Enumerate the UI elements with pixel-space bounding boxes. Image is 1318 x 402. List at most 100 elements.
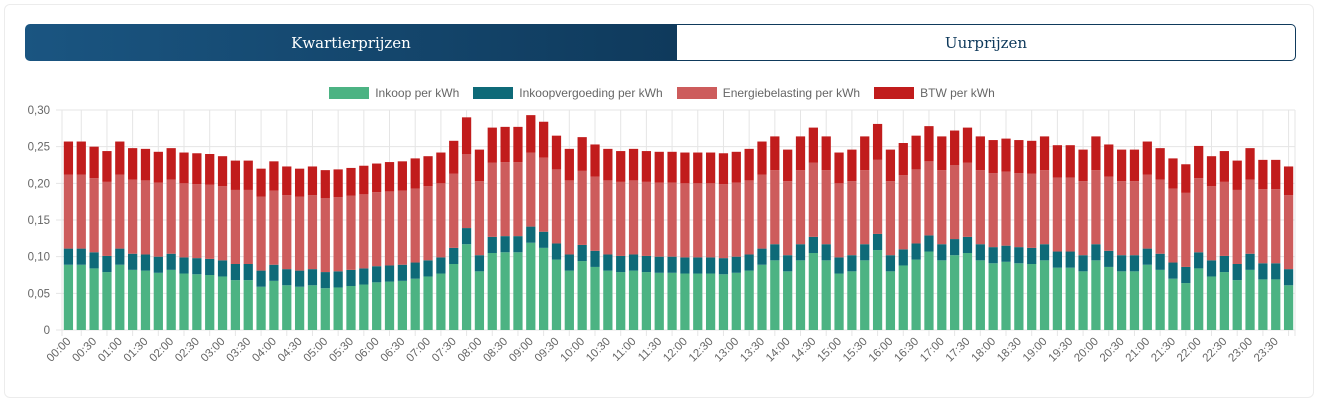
bar-segment-energiebelasting-per-kwh[interactable] [783,181,793,256]
bar-segment-energiebelasting-per-kwh[interactable] [795,170,806,245]
bar-segment-inkoopvergoeding-per-kwh[interactable] [1219,255,1229,273]
bar-segment-inkoop-per-kwh[interactable] [115,264,125,330]
bar-segment-inkoopvergoeding-per-kwh[interactable] [500,236,510,253]
bar-segment-btw-per-kwh[interactable] [975,136,985,171]
bar-segment-btw-per-kwh[interactable] [564,148,574,181]
bar-segment-btw-per-kwh[interactable] [372,163,382,193]
bar-segment-inkoopvergoeding-per-kwh[interactable] [461,228,472,245]
bar-segment-btw-per-kwh[interactable] [1001,138,1011,172]
bar-segment-inkoopvergoeding-per-kwh[interactable] [269,264,279,281]
bar-segment-btw-per-kwh[interactable] [89,146,99,179]
bar-segment-energiebelasting-per-kwh[interactable] [500,162,510,237]
bar-segment-btw-per-kwh[interactable] [307,166,318,196]
bar-segment-inkoop-per-kwh[interactable] [1155,269,1165,330]
bar-segment-energiebelasting-per-kwh[interactable] [1091,170,1101,245]
bar-segment-energiebelasting-per-kwh[interactable] [821,170,831,245]
bar-segment-inkoop-per-kwh[interactable] [718,274,729,330]
bar-segment-btw-per-kwh[interactable] [654,151,664,183]
bar-segment-inkoop-per-kwh[interactable] [1181,283,1191,330]
bar-segment-inkoop-per-kwh[interactable] [436,273,446,330]
bar-segment-inkoop-per-kwh[interactable] [1104,266,1114,330]
bar-segment-inkoopvergoeding-per-kwh[interactable] [333,271,343,288]
bar-segment-energiebelasting-per-kwh[interactable] [628,180,639,255]
bar-segment-energiebelasting-per-kwh[interactable] [1283,195,1294,270]
bar-segment-inkoopvergoeding-per-kwh[interactable] [1027,247,1037,264]
bar-segment-btw-per-kwh[interactable] [474,149,485,182]
bar-segment-inkoop-per-kwh[interactable] [294,286,305,330]
bar-segment-inkoopvergoeding-per-kwh[interactable] [603,254,613,271]
bar-segment-inkoopvergoeding-per-kwh[interactable] [423,260,433,277]
bar-segment-inkoop-per-kwh[interactable] [937,260,947,330]
bar-segment-inkoopvergoeding-per-kwh[interactable] [128,253,138,270]
bar-segment-energiebelasting-per-kwh[interactable] [911,169,921,244]
bar-segment-btw-per-kwh[interactable] [551,135,562,170]
bar-segment-inkoop-per-kwh[interactable] [513,252,523,330]
bar-segment-energiebelasting-per-kwh[interactable] [217,186,228,261]
bar-segment-inkoopvergoeding-per-kwh[interactable] [243,264,253,281]
bar-segment-btw-per-kwh[interactable] [834,152,844,184]
bar-segment-energiebelasting-per-kwh[interactable] [346,195,356,270]
bar-segment-btw-per-kwh[interactable] [410,158,420,189]
bar-segment-energiebelasting-per-kwh[interactable] [63,174,74,249]
bar-segment-btw-per-kwh[interactable] [140,148,151,181]
bar-segment-energiebelasting-per-kwh[interactable] [770,170,780,245]
bar-segment-inkoopvergoeding-per-kwh[interactable] [230,264,241,281]
bar-segment-inkoop-per-kwh[interactable] [988,263,998,330]
bar-segment-inkoop-per-kwh[interactable] [641,272,652,330]
bar-segment-inkoopvergoeding-per-kwh[interactable] [513,236,523,253]
bar-segment-energiebelasting-per-kwh[interactable] [950,165,960,240]
bar-segment-energiebelasting-per-kwh[interactable] [564,180,574,255]
bar-segment-inkoop-per-kwh[interactable] [89,268,99,330]
bar-segment-inkoopvergoeding-per-kwh[interactable] [179,257,189,274]
bar-segment-btw-per-kwh[interactable] [872,123,883,160]
bar-segment-energiebelasting-per-kwh[interactable] [372,192,382,267]
bar-segment-btw-per-kwh[interactable] [436,152,446,184]
bar-segment-inkoop-per-kwh[interactable] [1194,268,1204,330]
bar-segment-energiebelasting-per-kwh[interactable] [1001,171,1011,246]
bar-segment-inkoopvergoeding-per-kwh[interactable] [616,255,626,273]
bar-segment-btw-per-kwh[interactable] [590,144,600,177]
bar-segment-inkoop-per-kwh[interactable] [1271,279,1281,330]
bar-segment-btw-per-kwh[interactable] [731,151,741,183]
bar-segment-inkoop-per-kwh[interactable] [654,272,664,330]
bar-segment-inkoopvergoeding-per-kwh[interactable] [1271,263,1281,280]
bar-segment-inkoop-per-kwh[interactable] [808,253,818,330]
bar-segment-inkoopvergoeding-per-kwh[interactable] [577,244,587,262]
bar-segment-inkoopvergoeding-per-kwh[interactable] [564,254,574,271]
bar-segment-inkoopvergoeding-per-kwh[interactable] [705,257,716,274]
tab-uurprijzen[interactable]: Uurprijzen [677,24,1296,61]
bar-segment-inkoopvergoeding-per-kwh[interactable] [294,270,305,287]
bar-segment-btw-per-kwh[interactable] [1129,149,1140,182]
bar-segment-btw-per-kwh[interactable] [384,162,395,192]
bar-segment-btw-per-kwh[interactable] [269,161,279,191]
bar-segment-btw-per-kwh[interactable] [1014,140,1024,174]
bar-segment-inkoopvergoeding-per-kwh[interactable] [115,248,125,265]
bar-segment-inkoopvergoeding-per-kwh[interactable] [885,255,896,272]
bar-segment-inkoop-per-kwh[interactable] [551,259,562,330]
bar-segment-energiebelasting-per-kwh[interactable] [860,170,870,245]
bar-segment-inkoop-per-kwh[interactable] [1116,271,1127,330]
bar-segment-inkoop-per-kwh[interactable] [76,264,86,330]
bar-segment-inkoopvergoeding-per-kwh[interactable] [860,244,870,261]
bar-segment-inkoopvergoeding-per-kwh[interactable] [410,262,420,279]
bar-segment-inkoopvergoeding-per-kwh[interactable] [372,266,382,283]
bar-segment-energiebelasting-per-kwh[interactable] [449,173,459,248]
bar-segment-inkoopvergoeding-per-kwh[interactable] [320,272,330,289]
bar-segment-inkoop-per-kwh[interactable] [731,272,741,330]
bar-segment-inkoop-per-kwh[interactable] [397,280,407,330]
bar-segment-inkoop-per-kwh[interactable] [217,276,228,330]
bar-segment-btw-per-kwh[interactable] [718,153,729,185]
bar-segment-inkoop-per-kwh[interactable] [744,270,754,330]
bar-segment-energiebelasting-per-kwh[interactable] [320,198,330,273]
bar-segment-inkoopvergoeding-per-kwh[interactable] [397,264,407,281]
bar-segment-inkoop-per-kwh[interactable] [898,265,908,330]
bar-segment-inkoopvergoeding-per-kwh[interactable] [487,236,497,253]
bar-segment-inkoop-per-kwh[interactable] [102,272,112,330]
bar-segment-inkoop-per-kwh[interactable] [705,273,716,330]
bar-segment-inkoop-per-kwh[interactable] [680,273,690,330]
bar-segment-inkoopvergoeding-per-kwh[interactable] [795,244,806,261]
bar-segment-energiebelasting-per-kwh[interactable] [1142,174,1152,249]
bar-segment-btw-per-kwh[interactable] [808,127,818,163]
bar-segment-btw-per-kwh[interactable] [243,160,253,190]
bar-segment-inkoopvergoeding-per-kwh[interactable] [924,235,934,252]
